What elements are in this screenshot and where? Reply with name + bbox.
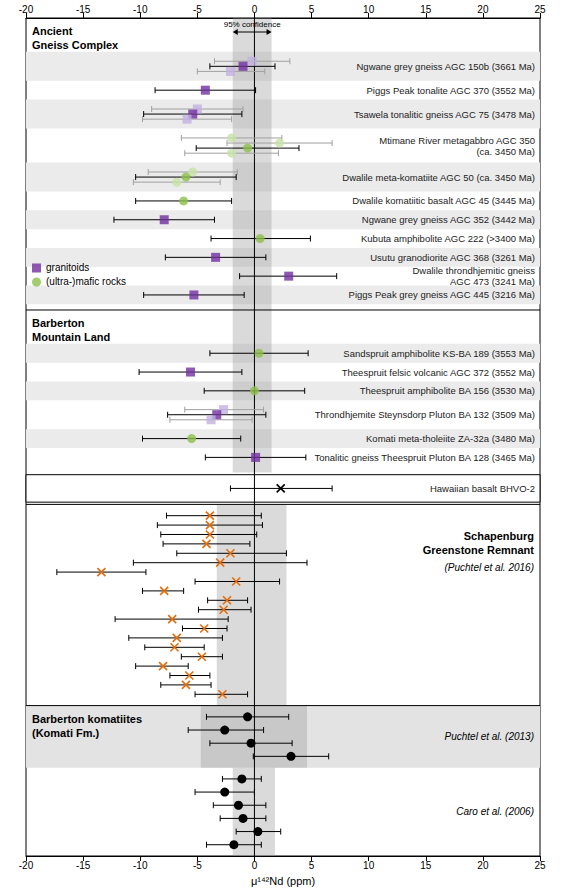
svg-text:(ultra-)mafic rocks: (ultra-)mafic rocks — [46, 276, 126, 287]
svg-text:Ngwane grey gneiss AGC 352 (34: Ngwane grey gneiss AGC 352 (3442 Ma) — [362, 214, 535, 225]
svg-text:-15: -15 — [76, 860, 91, 871]
svg-text:Tonalitic gneiss Theespruit Pl: Tonalitic gneiss Theespruit Pluton BA 12… — [314, 452, 535, 463]
svg-text:-10: -10 — [133, 4, 148, 15]
svg-text:Gneiss Complex: Gneiss Complex — [32, 39, 119, 51]
svg-text:95% confidence: 95% confidence — [224, 20, 281, 29]
svg-text:Puchtel et al. (2013): Puchtel et al. (2013) — [445, 731, 535, 742]
svg-text:Mountain Land: Mountain Land — [32, 331, 110, 343]
svg-text:Barberton: Barberton — [32, 317, 85, 329]
svg-text:25: 25 — [534, 860, 546, 871]
svg-text:Piggs Peak tonalite AGC 370 (3: Piggs Peak tonalite AGC 370 (3552 Ma) — [367, 85, 535, 96]
svg-text:μ¹⁴²Nd (ppm): μ¹⁴²Nd (ppm) — [251, 875, 315, 887]
svg-text:5: 5 — [309, 860, 315, 871]
svg-text:Theespruit amphibolite BA 156: Theespruit amphibolite BA 156 (3530 Ma) — [360, 385, 535, 396]
svg-text:(Puchtel et al. 2016): (Puchtel et al. 2016) — [445, 562, 535, 573]
svg-text:20: 20 — [477, 4, 489, 15]
svg-text:0: 0 — [252, 860, 258, 871]
svg-text:(ca. 3450 Ma): (ca. 3450 Ma) — [476, 146, 535, 157]
svg-text:Barberton komatiites: Barberton komatiites — [32, 713, 142, 725]
svg-text:Dwalile komatiitic basalt AGC: Dwalile komatiitic basalt AGC 45 (3445 M… — [352, 195, 535, 206]
svg-text:25: 25 — [534, 4, 546, 15]
svg-text:Schapenburg: Schapenburg — [464, 530, 534, 542]
svg-text:-20: -20 — [19, 860, 34, 871]
svg-text:Caro et al. (2006): Caro et al. (2006) — [456, 806, 534, 817]
svg-text:Komati meta-tholeiite ZA-32a (: Komati meta-tholeiite ZA-32a (3480 Ma) — [366, 433, 535, 444]
svg-text:-5: -5 — [193, 860, 202, 871]
svg-text:15: 15 — [420, 860, 432, 871]
svg-text:10: 10 — [363, 4, 375, 15]
svg-text:20: 20 — [477, 860, 489, 871]
svg-text:Tsawela tonalitic gneiss AGC 7: Tsawela tonalitic gneiss AGC 75 (3478 Ma… — [354, 109, 535, 120]
svg-text:-20: -20 — [19, 4, 34, 15]
svg-text:0: 0 — [252, 4, 258, 15]
svg-text:AGC 473 (3241 Ma): AGC 473 (3241 Ma) — [450, 276, 535, 287]
svg-text:Theespruit felsic volcanic AGC: Theespruit felsic volcanic AGC 372 (3552… — [342, 367, 535, 378]
svg-text:15: 15 — [420, 4, 432, 15]
svg-text:-15: -15 — [76, 4, 91, 15]
svg-text:Sandspruit amphibolite KS-BA 1: Sandspruit amphibolite KS-BA 189 (3553 M… — [343, 348, 535, 359]
svg-text:granitoids: granitoids — [46, 262, 89, 273]
svg-text:Greenstone Remnant: Greenstone Remnant — [423, 544, 535, 556]
svg-text:Kubuta amphibolite AGC 222 (>3: Kubuta amphibolite AGC 222 (>3400 Ma) — [361, 233, 535, 244]
svg-text:Piggs Peak grey gneiss AGC 445: Piggs Peak grey gneiss AGC 445 (3216 Ma) — [349, 289, 535, 300]
svg-text:-5: -5 — [193, 4, 202, 15]
svg-text:Usutu granodiorite AGC 368 (32: Usutu granodiorite AGC 368 (3261 Ma) — [370, 252, 535, 263]
svg-text:5: 5 — [309, 4, 315, 15]
svg-text:Dwalile meta-komatiite AGC 50: Dwalile meta-komatiite AGC 50 (ca. 3450 … — [342, 172, 535, 183]
svg-text:10: 10 — [363, 860, 375, 871]
svg-text:Mtimane River metagabbro AGC 3: Mtimane River metagabbro AGC 350 — [379, 135, 535, 146]
svg-text:Throndhjemite Steynsdorp Pluto: Throndhjemite Steynsdorp Pluton BA 132 (… — [315, 409, 535, 420]
svg-text:-10: -10 — [133, 860, 148, 871]
svg-text:Ancient: Ancient — [32, 25, 73, 37]
svg-text:Dwalile throndhjemitic gneiss: Dwalile throndhjemitic gneiss — [413, 265, 536, 276]
svg-text:(Komati Fm.): (Komati Fm.) — [32, 727, 100, 739]
svg-text:Hawaiian basalt BHVO-2: Hawaiian basalt BHVO-2 — [430, 483, 535, 494]
svg-text:Ngwane grey gneiss AGC 150b (3: Ngwane grey gneiss AGC 150b (3661 Ma) — [357, 61, 536, 72]
